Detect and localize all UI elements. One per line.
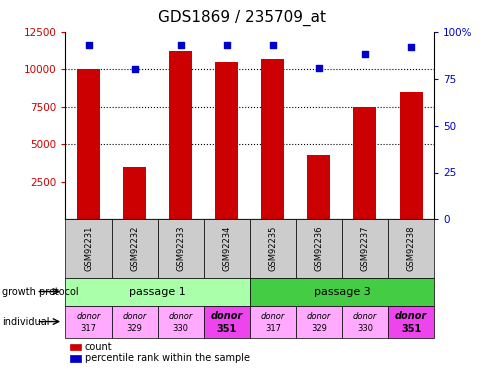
Point (406, 44, 414, 50)
Text: donor: donor (210, 311, 242, 321)
Text: passage 3: passage 3 (313, 286, 370, 297)
Point (360, 51, 368, 57)
Point (84, 42, 92, 48)
Text: GSM92238: GSM92238 (406, 226, 415, 271)
Text: GSM92231: GSM92231 (84, 226, 93, 271)
Text: GSM92233: GSM92233 (176, 226, 185, 271)
Text: growth protocol: growth protocol (2, 286, 79, 297)
Text: donor: donor (352, 312, 377, 321)
Point (222, 42, 230, 48)
Text: 351: 351 (400, 324, 420, 334)
Text: GDS1869 / 235709_at: GDS1869 / 235709_at (158, 9, 326, 26)
Text: GSM92236: GSM92236 (314, 226, 323, 271)
Point (176, 42, 184, 48)
Text: GSM92237: GSM92237 (360, 226, 369, 271)
Text: 330: 330 (172, 324, 188, 333)
Bar (353, 107, 376, 219)
Text: GSM92234: GSM92234 (222, 226, 231, 271)
Text: individual: individual (2, 316, 50, 327)
Bar (261, 59, 284, 219)
Text: 317: 317 (264, 324, 280, 333)
Point (268, 42, 276, 48)
Point (130, 66, 138, 72)
Text: donor: donor (168, 312, 193, 321)
Bar (123, 167, 146, 219)
Bar (215, 62, 238, 219)
Text: percentile rank within the sample: percentile rank within the sample (85, 353, 249, 363)
Text: donor: donor (394, 311, 426, 321)
Bar (399, 92, 422, 219)
Text: 329: 329 (126, 324, 142, 333)
Text: passage 1: passage 1 (129, 286, 186, 297)
Text: GSM92235: GSM92235 (268, 226, 277, 271)
Text: 329: 329 (310, 324, 326, 333)
Text: donor: donor (306, 312, 331, 321)
Bar (307, 155, 330, 219)
Text: donor: donor (260, 312, 285, 321)
Point (314, 64, 322, 70)
Bar (77, 69, 100, 219)
Text: donor: donor (76, 312, 101, 321)
Text: donor: donor (122, 312, 147, 321)
Text: 351: 351 (216, 324, 236, 334)
Text: 330: 330 (356, 324, 372, 333)
Text: GSM92232: GSM92232 (130, 226, 139, 271)
Text: 317: 317 (80, 324, 96, 333)
Bar (169, 51, 192, 219)
Text: count: count (85, 342, 112, 352)
